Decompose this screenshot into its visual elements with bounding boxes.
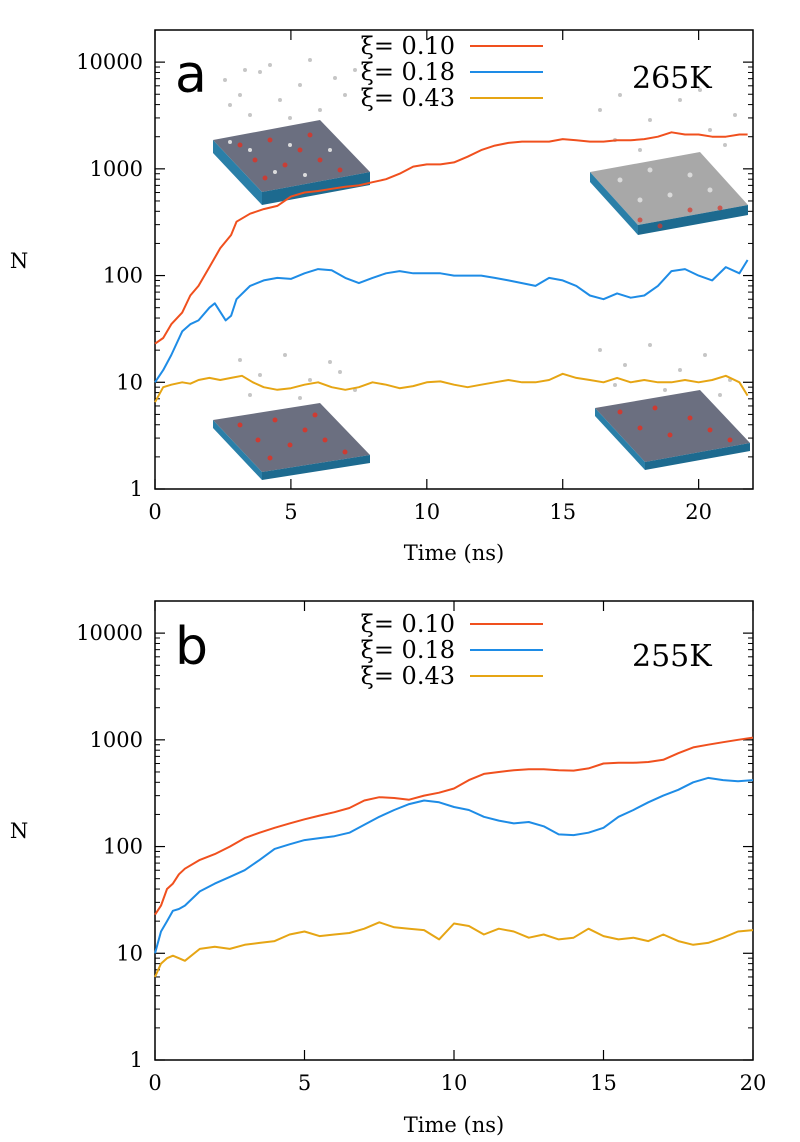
series-a bbox=[154, 131, 749, 403]
x-tick-label-b: 5 bbox=[298, 1071, 311, 1095]
x-tick-label-a: 0 bbox=[148, 500, 161, 524]
inset-snapshot-bottom-right bbox=[595, 343, 750, 470]
y-tick-label-a: 100 bbox=[103, 264, 143, 288]
slab-top bbox=[213, 120, 370, 192]
temperature-label-b: 255K bbox=[632, 639, 712, 674]
series-line-a-1 bbox=[154, 259, 749, 383]
series-line-b-2 bbox=[154, 921, 754, 978]
x-tick-label-b: 0 bbox=[148, 1071, 161, 1095]
temperature-label-a: 265K bbox=[632, 61, 712, 96]
series-line-a-2 bbox=[154, 372, 749, 403]
panel-label-b: b bbox=[175, 617, 208, 677]
vapor-scatter bbox=[223, 58, 357, 120]
inset-snapshot-top-right bbox=[590, 83, 748, 235]
y-tick-label-b: 100 bbox=[103, 835, 143, 859]
y-tick-label-b: 10000 bbox=[76, 621, 143, 645]
series-line-b-0 bbox=[154, 736, 754, 916]
x-tick-label-b: 20 bbox=[740, 1071, 767, 1095]
x-tick-label-b: 10 bbox=[441, 1071, 468, 1095]
y-tick-label-a: 1000 bbox=[90, 157, 143, 181]
y-tick-label-a: 1 bbox=[130, 477, 143, 501]
x-axis-label-b: Time (ns) bbox=[404, 1113, 504, 1137]
y-tick-label-a: 10000 bbox=[76, 50, 143, 74]
axes-b: 1 10 100 1000 10000 0 5 10 15 20 bbox=[76, 600, 767, 1095]
inset-snapshot-top-left bbox=[213, 58, 370, 205]
x-tick-label-a: 5 bbox=[284, 500, 297, 524]
x-tick-label-a: 15 bbox=[549, 500, 576, 524]
x-tick-label-a: 20 bbox=[685, 500, 712, 524]
legend-label-b-0: ξ= 0.10 bbox=[361, 610, 455, 638]
plot-area-frame-a bbox=[154, 29, 754, 490]
y-tick-label-b: 1000 bbox=[90, 728, 143, 752]
panel-a: 1 10 100 1000 10000 0 5 10 15 20 a 265K Time (ns)… bbox=[10, 29, 754, 565]
panel-label-a: a bbox=[175, 45, 207, 105]
x-tick-label-b: 15 bbox=[590, 1071, 617, 1095]
legend-label-a-2: ξ= 0.43 bbox=[361, 84, 455, 112]
legend-label-a-0: ξ= 0.10 bbox=[361, 32, 455, 60]
panel-b: 1 10 100 1000 10000 0 5 10 15 20 b 255K Time (ns)… bbox=[10, 600, 767, 1137]
x-tick-label-a: 10 bbox=[413, 500, 440, 524]
legend-b: ξ= 0.10ξ= 0.18ξ= 0.43 bbox=[361, 610, 543, 690]
series-line-b-1 bbox=[154, 776, 754, 954]
y-axis-label-a: N bbox=[10, 249, 28, 273]
x-axis-label-a: Time (ns) bbox=[404, 541, 504, 565]
slab-front bbox=[213, 140, 262, 205]
series-b bbox=[154, 736, 754, 978]
legend-label-b-2: ξ= 0.43 bbox=[361, 662, 455, 690]
inset-snapshot-bottom-left bbox=[213, 353, 370, 480]
legend-label-a-1: ξ= 0.18 bbox=[361, 58, 455, 86]
legend-a: ξ= 0.10ξ= 0.18ξ= 0.43 bbox=[361, 32, 543, 112]
legend-label-b-1: ξ= 0.18 bbox=[361, 636, 455, 664]
series-line-a-0 bbox=[154, 131, 748, 345]
y-axis-label-b: N bbox=[10, 819, 28, 843]
y-tick-label-a: 10 bbox=[116, 370, 143, 394]
y-tick-label-b: 1 bbox=[130, 1048, 143, 1072]
axes-a: 1 10 100 1000 10000 0 5 10 15 20 bbox=[76, 29, 753, 524]
y-tick-label-b: 10 bbox=[116, 941, 143, 965]
